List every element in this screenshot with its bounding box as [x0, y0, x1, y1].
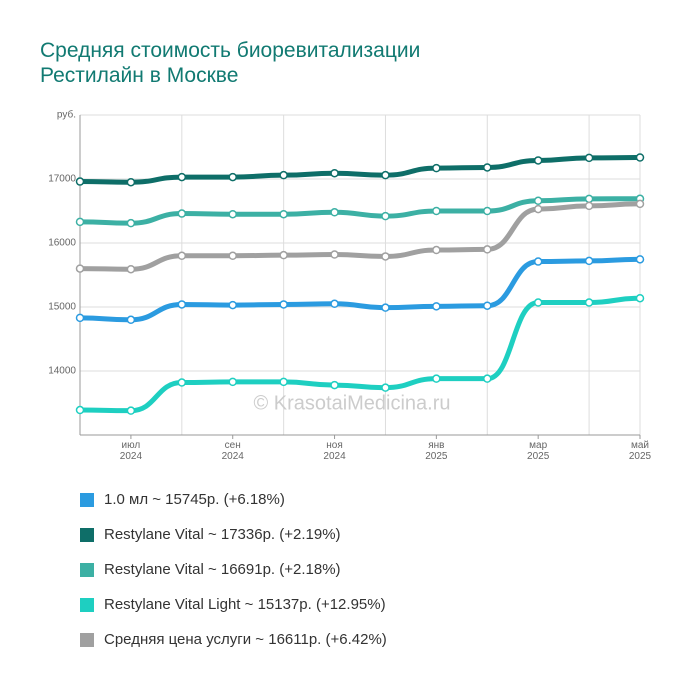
data-point [533, 204, 543, 214]
data-point [279, 377, 288, 387]
data-point [330, 299, 339, 309]
legend-label: Restylane Vital ~ 17336р. (+2.19%) [104, 526, 341, 543]
data-point [75, 264, 85, 273]
data-point [279, 170, 288, 180]
data-point [75, 177, 85, 186]
legend-item: Средняя цена услуги ~ 16611р. (+6.42%) [80, 622, 387, 657]
data-point [432, 206, 441, 216]
data-point [177, 172, 187, 182]
data-point [635, 293, 645, 303]
data-point [126, 218, 136, 228]
data-point [330, 208, 339, 217]
x-tick-label: янв 2025 [425, 440, 448, 462]
legend-item: Restylane Vital ~ 17336р. (+2.19%) [80, 517, 387, 552]
data-point [584, 256, 594, 266]
data-point [126, 315, 136, 325]
legend-label: Средняя цена услуги ~ 16611р. (+6.42%) [104, 631, 387, 648]
legend-swatch [80, 527, 94, 542]
data-point [381, 211, 390, 221]
chart: 14000 15000 16000 17000 руб. © KrasotaiMedici… [48, 109, 645, 439]
data-point [432, 302, 441, 311]
data-point [228, 251, 237, 261]
legend-label: Restylane Vital Light ~ 15137р. (+12.95%… [104, 596, 386, 613]
data-point [381, 383, 390, 392]
y-tick-label: 16000 [48, 238, 76, 249]
data-point [279, 209, 288, 219]
legend-swatch [80, 597, 94, 612]
data-point [75, 217, 85, 227]
data-point [330, 250, 339, 259]
data-point [432, 163, 441, 173]
data-point [279, 250, 288, 260]
data-point [177, 209, 187, 218]
data-point [635, 255, 645, 264]
data-point [584, 194, 594, 204]
data-point [432, 245, 441, 255]
data-point [533, 298, 543, 307]
y-tick-label: руб. [57, 109, 76, 121]
x-tick-label: мар 2025 [527, 440, 550, 462]
data-point [381, 303, 390, 312]
x-tick-label: май 2025 [628, 440, 652, 462]
chart-title: Средняя стоимость биоревитализации Рести… [40, 39, 421, 87]
data-point [177, 251, 187, 261]
data-point [177, 300, 187, 309]
data-point [584, 201, 594, 211]
data-point [533, 257, 543, 266]
data-point [381, 252, 390, 261]
data-point [432, 374, 441, 383]
data-point [635, 199, 645, 209]
data-point [483, 374, 492, 383]
legend-swatch [80, 632, 94, 647]
x-tick-label: ноя 2024 [323, 440, 346, 462]
data-point [584, 298, 594, 307]
legend-label: 1.0 мл ~ 15745р. (+6.18%) [104, 491, 285, 508]
data-point [126, 177, 136, 187]
data-point [381, 170, 390, 180]
x-tick-label: июл 2024 [119, 440, 143, 462]
legend-item: Restylane Vital Light ~ 15137р. (+12.95%… [80, 587, 387, 622]
legend-label: Restylane Vital ~ 16691р. (+2.18%) [104, 561, 341, 578]
data-point [228, 209, 237, 219]
data-point [483, 245, 492, 254]
data-point [126, 406, 136, 415]
y-tick-label: 17000 [48, 174, 76, 185]
data-point [228, 377, 237, 387]
data-point [635, 153, 645, 162]
series-line [79, 154, 641, 185]
data-point [533, 156, 543, 165]
series-line [79, 256, 641, 323]
legend-item: 1.0 мл ~ 15745р. (+6.18%) [80, 482, 387, 517]
data-point [228, 172, 237, 182]
data-point [483, 301, 492, 310]
watermark: © KrasotaiMedicina.ru [253, 392, 450, 414]
data-point [75, 405, 85, 415]
data-point [483, 163, 492, 172]
data-point [584, 153, 594, 163]
legend-item: Restylane Vital ~ 16691р. (+2.18%) [80, 552, 387, 587]
data-point [330, 380, 339, 390]
x-tick-label: сен 2024 [221, 440, 244, 462]
data-point [279, 300, 288, 309]
data-point [228, 300, 237, 310]
data-point [533, 196, 543, 206]
data-point [177, 378, 187, 387]
series-line [79, 196, 641, 226]
data-point [75, 313, 85, 323]
legend-swatch [80, 492, 94, 507]
y-tick-label: 15000 [48, 302, 76, 313]
data-point [330, 168, 339, 178]
y-tick-label: 14000 [48, 366, 76, 377]
data-point [126, 264, 136, 274]
data-point [483, 206, 492, 216]
legend-swatch [80, 562, 94, 577]
legend: 1.0 мл ~ 15745р. (+6.18%) Restylane Vital… [80, 482, 387, 657]
